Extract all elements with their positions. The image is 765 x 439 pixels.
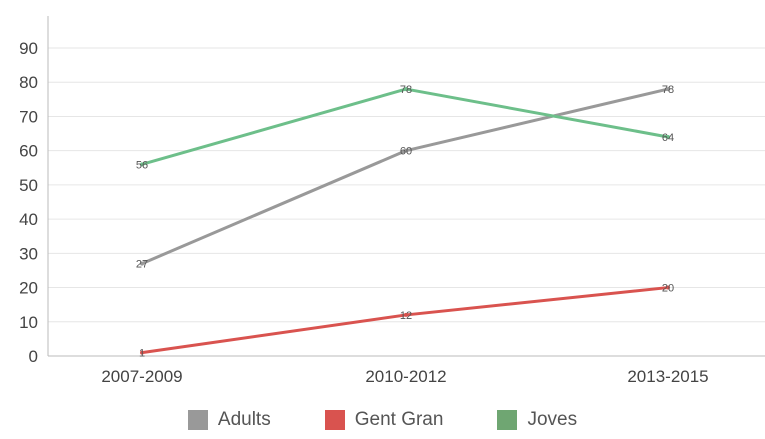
series-lines — [140, 87, 670, 355]
data-point-adults-2 — [666, 87, 670, 92]
data-label-gent-gran-1: 12 — [400, 310, 412, 322]
data-point-joves-1 — [404, 87, 408, 92]
legend-label-gent-gran: Gent Gran — [354, 409, 444, 430]
legend-swatch-joves — [497, 410, 518, 430]
y-tick-label-10: 10 — [19, 313, 38, 332]
y-tick-label-90: 90 — [19, 39, 38, 58]
data-label-joves-2: 64 — [662, 132, 674, 144]
data-labels: 27 60 78 1 12 20 56 78 64 — [136, 84, 674, 360]
data-label-joves-0: 56 — [136, 159, 148, 171]
data-point-adults-0 — [140, 261, 144, 266]
y-tick-label-0: 0 — [29, 347, 38, 366]
legend-item-gent-gran[interactable]: Gent Gran — [324, 409, 444, 430]
data-label-gent-gran-2: 20 — [662, 283, 674, 295]
data-point-adults-1 — [404, 148, 408, 153]
data-point-gent-gran-2 — [666, 285, 670, 290]
y-tick-label-30: 30 — [19, 244, 38, 263]
y-tick-label-40: 40 — [19, 210, 38, 229]
legend-label-adults: Adults — [217, 409, 271, 430]
legend: Adults Gent Gran Joves — [0, 410, 765, 430]
data-point-joves-2 — [666, 134, 670, 139]
data-label-joves-1: 78 — [400, 84, 412, 96]
x-tick-label-2007-2009: 2007-2009 — [101, 367, 182, 386]
x-tick-label-2013-2015: 2013-2015 — [627, 367, 708, 386]
y-tick-label-50: 50 — [19, 176, 38, 195]
series-line-adults — [140, 87, 670, 266]
data-label-adults-0: 27 — [136, 259, 148, 271]
data-label-gent-gran-0: 1 — [139, 348, 145, 360]
y-tick-label-20: 20 — [19, 279, 38, 298]
data-point-joves-0 — [140, 162, 144, 167]
data-point-gent-gran-1 — [404, 312, 408, 317]
y-tick-label-70: 70 — [19, 107, 38, 126]
data-label-adults-2: 78 — [662, 84, 674, 96]
x-tick-label-2010-2012: 2010-2012 — [365, 367, 446, 386]
legend-item-joves[interactable]: Joves — [497, 410, 577, 430]
y-tick-label-80: 80 — [19, 73, 38, 92]
data-label-adults-1: 60 — [400, 146, 412, 158]
legend-swatch-adults — [187, 410, 208, 430]
legend-label-joves: Joves — [527, 409, 578, 430]
data-point-gent-gran-0 — [140, 350, 144, 355]
legend-item-adults[interactable]: Adults — [187, 409, 271, 430]
y-tick-label-60: 60 — [19, 142, 38, 161]
legend-swatch-gent-gran — [324, 410, 345, 430]
